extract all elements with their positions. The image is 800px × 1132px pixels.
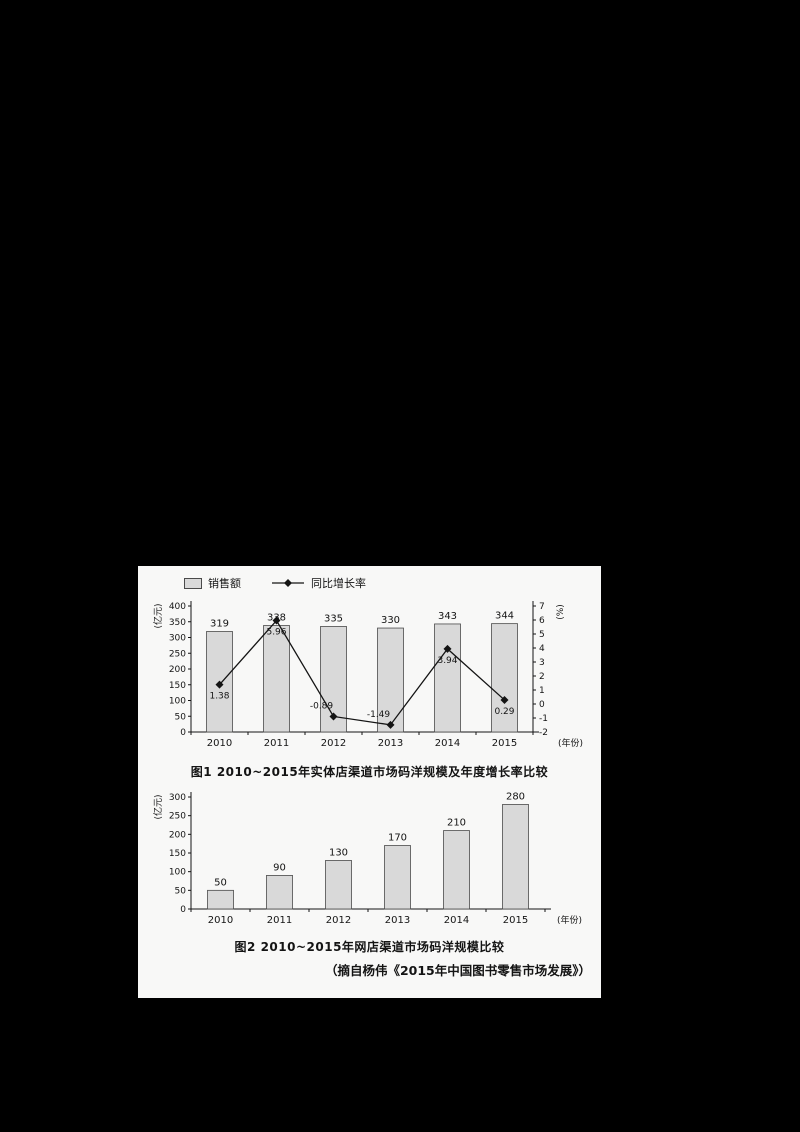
svg-text:-1.49: -1.49 [366, 710, 390, 720]
svg-text:0: 0 [180, 728, 186, 738]
svg-text:50: 50 [214, 877, 227, 888]
svg-text:250: 250 [168, 649, 185, 659]
svg-text:280: 280 [505, 791, 524, 802]
svg-text:-2: -2 [539, 728, 548, 738]
svg-text:2012: 2012 [325, 915, 350, 926]
svg-text:350: 350 [168, 618, 185, 628]
svg-text:(年份): (年份) [557, 914, 582, 926]
svg-text:5: 5 [539, 630, 545, 640]
svg-text:1.38: 1.38 [209, 692, 229, 702]
svg-text:5.96: 5.96 [266, 628, 286, 638]
svg-text:50: 50 [174, 712, 186, 722]
svg-text:300: 300 [168, 634, 185, 644]
svg-text:90: 90 [273, 862, 286, 873]
svg-text:0: 0 [180, 905, 186, 915]
svg-text:2013: 2013 [384, 915, 409, 926]
source-note: （摘自杨伟《2015年中国图书零售市场发展》） [324, 963, 591, 978]
svg-text:344: 344 [494, 611, 513, 622]
chart1-legend: 销售额 同比增长率 [184, 574, 601, 592]
legend-label-sales: 销售额 [208, 577, 241, 590]
svg-text:210: 210 [446, 818, 465, 829]
svg-text:6: 6 [539, 616, 545, 626]
svg-text:330: 330 [380, 615, 399, 626]
svg-text:170: 170 [387, 833, 406, 844]
svg-text:(亿元): (亿元) [152, 603, 164, 628]
svg-text:2014: 2014 [434, 738, 459, 749]
svg-text:2011: 2011 [266, 915, 291, 926]
svg-text:400: 400 [168, 602, 185, 612]
svg-text:150: 150 [168, 681, 185, 691]
svg-text:2015: 2015 [502, 915, 527, 926]
chart1-caption: 图1 2010~2015年实体店渠道市场码洋规模及年度增长率比较 [190, 765, 549, 779]
svg-text:100: 100 [168, 868, 185, 878]
svg-text:2014: 2014 [443, 915, 468, 926]
svg-text:343: 343 [437, 611, 456, 622]
legend-item-growth: 同比增长率 [271, 575, 366, 591]
svg-text:-0.89: -0.89 [309, 701, 333, 711]
svg-text:300: 300 [168, 793, 185, 803]
legend-label-growth: 同比增长率 [311, 577, 366, 590]
svg-text:-1: -1 [539, 714, 548, 724]
svg-text:1: 1 [539, 686, 545, 696]
svg-text:7: 7 [539, 602, 545, 612]
svg-text:150: 150 [168, 849, 185, 859]
charts-panel: 销售额 同比增长率 0 50 100 150 200 250 300 350 400 (亿元) -2… [138, 566, 601, 998]
svg-text:319: 319 [209, 619, 228, 630]
svg-text:2012: 2012 [320, 738, 345, 749]
chart1-plot: 0 50 100 150 200 250 300 350 400 (亿元) -2 -1 0 1 2 3 4 5 6 7… [152, 601, 583, 749]
svg-text:100: 100 [168, 697, 185, 707]
svg-text:0: 0 [539, 700, 545, 710]
svg-text:2013: 2013 [377, 738, 402, 749]
svg-text:2011: 2011 [263, 738, 288, 749]
svg-text:2015: 2015 [491, 738, 516, 749]
bar-swatch-icon [184, 577, 202, 589]
svg-text:200: 200 [168, 830, 185, 840]
svg-text:335: 335 [323, 613, 342, 624]
chart2-caption: 图2 2010~2015年网店渠道市场码洋规模比较 [234, 940, 505, 954]
svg-text:50: 50 [174, 886, 186, 896]
svg-text:2010: 2010 [206, 738, 231, 749]
line-swatch-icon [272, 579, 304, 587]
svg-text:250: 250 [168, 812, 185, 822]
chart2-plot: 0 50 100 150 200 250 300 (亿元) 50 90 130 170 210 280 20… [152, 791, 582, 926]
svg-text:(亿元): (亿元) [152, 794, 164, 819]
svg-text:2010: 2010 [207, 915, 232, 926]
svg-text:4: 4 [539, 644, 545, 654]
svg-text:3.94: 3.94 [437, 656, 457, 666]
svg-text:(%): (%) [556, 604, 566, 620]
svg-text:3: 3 [539, 658, 545, 668]
svg-text:130: 130 [328, 847, 347, 858]
svg-text:200: 200 [168, 665, 185, 675]
svg-text:2: 2 [539, 672, 545, 682]
svg-text:(年份): (年份) [558, 737, 583, 749]
svg-text:0.29: 0.29 [494, 707, 514, 717]
legend-item-sales: 销售额 [184, 575, 241, 591]
